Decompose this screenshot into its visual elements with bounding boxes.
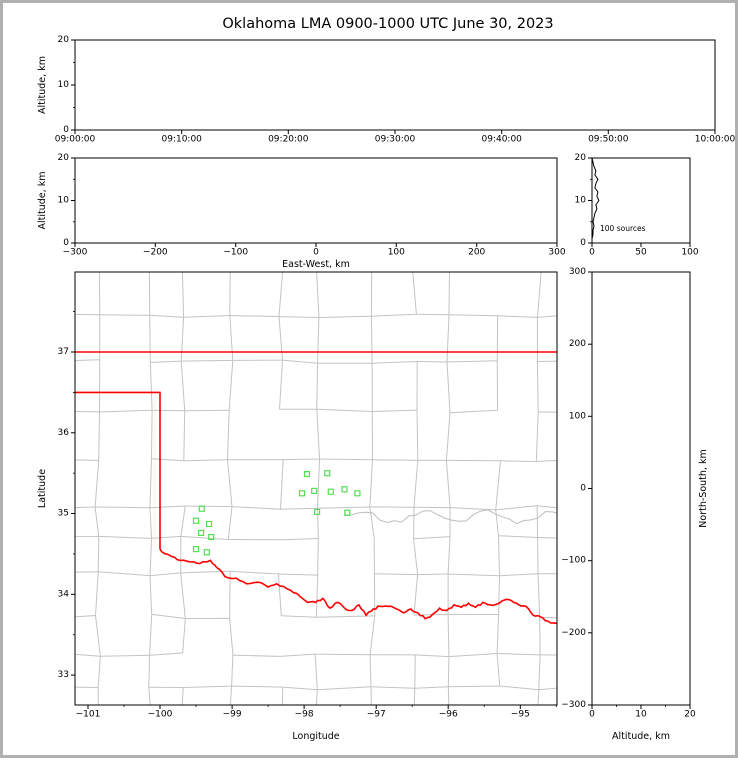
x-tick-label: −200 [143,248,168,258]
y-tick-label: 33 [58,670,69,680]
y-tick-label: −300 [561,700,586,710]
x-tick-label: 09:30:00 [375,135,416,145]
figure-title: Oklahoma LMA 0900-1000 UTC June 30, 2023 [222,16,553,32]
map-ylabel: Latitude [37,469,48,508]
x-tick-label: 09:00:00 [55,135,96,145]
x-tick-label: 09:10:00 [161,135,202,145]
y-tick-label: 20 [58,153,70,163]
x-tick-label: 09:40:00 [481,135,522,145]
x-tick-label: 200 [468,248,485,258]
y-tick-label: 100 [569,411,586,421]
y-tick-label: 0 [580,238,586,248]
x-tick-label: −97 [367,710,386,720]
x-tick-label: −100 [223,248,248,258]
x-tick-label: 09:20:00 [268,135,309,145]
x-tick-label: −101 [76,710,101,720]
histogram-annotation: 100 sources [600,224,646,233]
x-tick-label: −100 [148,710,173,720]
x-tick-label: −300 [63,248,88,258]
x-tick-label: −96 [439,710,458,720]
ew-altitude-xlabel: East-West, km [282,259,350,270]
y-tick-label: 10 [58,80,70,90]
y-tick-label: 35 [58,509,69,519]
y-tick-label: 20 [575,153,587,163]
y-tick-label: 0 [580,484,586,494]
ns-altitude-ylabel: North-South, km [698,449,709,527]
y-tick-label: 300 [569,267,586,277]
x-tick-label: −99 [223,710,242,720]
ns-altitude-xlabel: Altitude, km [612,731,670,742]
y-tick-label: 0 [63,238,69,248]
x-tick-label: 100 [681,248,698,258]
y-tick-label: 37 [58,347,69,357]
x-tick-label: −98 [295,710,314,720]
x-tick-label: 09:50:00 [588,135,629,145]
time-altitude-ylabel: Altitude, km [37,56,48,114]
x-tick-label: 100 [388,248,405,258]
x-tick-label: 20 [684,710,696,720]
y-tick-label: 36 [58,428,70,438]
ew-altitude-ylabel: Altitude, km [37,172,48,230]
x-tick-label: 0 [589,710,595,720]
y-tick-label: 34 [58,589,70,599]
x-tick-label: 0 [313,248,319,258]
y-tick-label: −100 [561,556,586,566]
y-tick-label: −200 [561,628,586,638]
y-tick-label: 10 [575,196,587,206]
x-tick-label: 10 [635,710,647,720]
y-tick-label: 0 [63,125,69,135]
y-tick-label: 10 [58,196,70,206]
x-tick-label: 10:00:00 [695,135,736,145]
x-tick-label: 50 [635,248,647,258]
x-tick-label: 300 [548,248,565,258]
y-tick-label: 20 [58,35,70,45]
map-xlabel: Longitude [292,731,339,742]
y-tick-label: 200 [569,339,586,349]
x-tick-label: 0 [589,248,595,258]
x-tick-label: −95 [511,710,530,720]
